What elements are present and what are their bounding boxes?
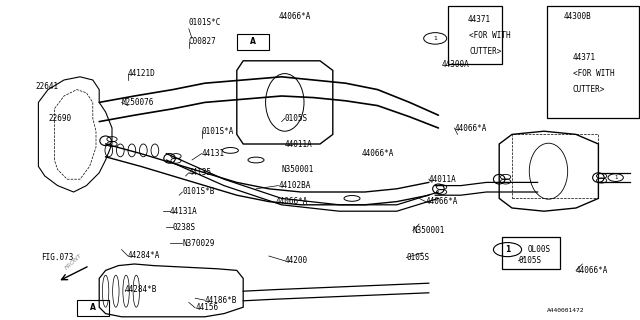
Text: 22641: 22641 bbox=[35, 82, 58, 91]
Text: 44066*A: 44066*A bbox=[426, 197, 458, 206]
Text: OL00S: OL00S bbox=[528, 245, 551, 254]
Text: 44131: 44131 bbox=[202, 149, 225, 158]
Text: 0105S: 0105S bbox=[518, 256, 541, 265]
Text: CUTTER>: CUTTER> bbox=[573, 85, 605, 94]
Text: 44066*A: 44066*A bbox=[576, 266, 609, 275]
Text: 0105S: 0105S bbox=[285, 114, 308, 123]
Text: N350001: N350001 bbox=[282, 165, 314, 174]
Bar bbox=[502, 237, 560, 269]
Bar bbox=[512, 134, 598, 198]
Text: A: A bbox=[250, 37, 256, 46]
Text: 1: 1 bbox=[614, 175, 618, 180]
Text: 22690: 22690 bbox=[48, 114, 71, 123]
Text: 44186*B: 44186*B bbox=[205, 296, 237, 305]
Text: 44371: 44371 bbox=[467, 15, 490, 24]
Text: 44135: 44135 bbox=[189, 168, 212, 177]
Text: 44011A: 44011A bbox=[285, 140, 312, 148]
Text: 0101S*C: 0101S*C bbox=[189, 18, 221, 27]
Text: 0238S: 0238S bbox=[173, 223, 196, 232]
Bar bbox=[547, 6, 639, 118]
Text: 44102BA: 44102BA bbox=[278, 181, 311, 190]
Text: C00827: C00827 bbox=[189, 37, 216, 46]
Text: 44300B: 44300B bbox=[563, 12, 591, 20]
Text: FRONT: FRONT bbox=[64, 252, 83, 270]
Text: 44156: 44156 bbox=[195, 303, 218, 312]
Text: 44284*B: 44284*B bbox=[125, 285, 157, 294]
Text: 44066*A: 44066*A bbox=[278, 12, 311, 20]
Text: CUTTER>: CUTTER> bbox=[469, 47, 502, 56]
Text: 0101S*A: 0101S*A bbox=[202, 127, 234, 136]
Text: 44066*A: 44066*A bbox=[362, 149, 394, 158]
Text: M250076: M250076 bbox=[122, 98, 154, 107]
Text: <FOR WITH: <FOR WITH bbox=[469, 31, 511, 40]
Text: A: A bbox=[90, 303, 96, 312]
Bar bbox=[77, 300, 109, 316]
Text: <FOR WITH: <FOR WITH bbox=[573, 69, 614, 78]
Text: 44011A: 44011A bbox=[429, 175, 456, 184]
Bar bbox=[448, 6, 502, 64]
Text: A440001472: A440001472 bbox=[547, 308, 585, 313]
Text: 44300A: 44300A bbox=[442, 60, 469, 68]
Text: FIG.073: FIG.073 bbox=[42, 253, 74, 262]
Text: 0105S: 0105S bbox=[406, 253, 429, 262]
Bar bbox=[237, 34, 269, 50]
Text: 1: 1 bbox=[505, 245, 510, 254]
Text: 1: 1 bbox=[433, 36, 437, 41]
Text: 0101S*B: 0101S*B bbox=[182, 188, 215, 196]
Text: 44066*A: 44066*A bbox=[275, 197, 308, 206]
Text: 44284*A: 44284*A bbox=[128, 252, 161, 260]
Text: 44066*A: 44066*A bbox=[454, 124, 487, 132]
Text: 44131A: 44131A bbox=[170, 207, 197, 216]
Text: 44121D: 44121D bbox=[128, 69, 156, 78]
Text: 44200: 44200 bbox=[285, 256, 308, 265]
Text: N370029: N370029 bbox=[182, 239, 215, 248]
Text: N350001: N350001 bbox=[413, 226, 445, 235]
Text: 44371: 44371 bbox=[573, 53, 596, 62]
